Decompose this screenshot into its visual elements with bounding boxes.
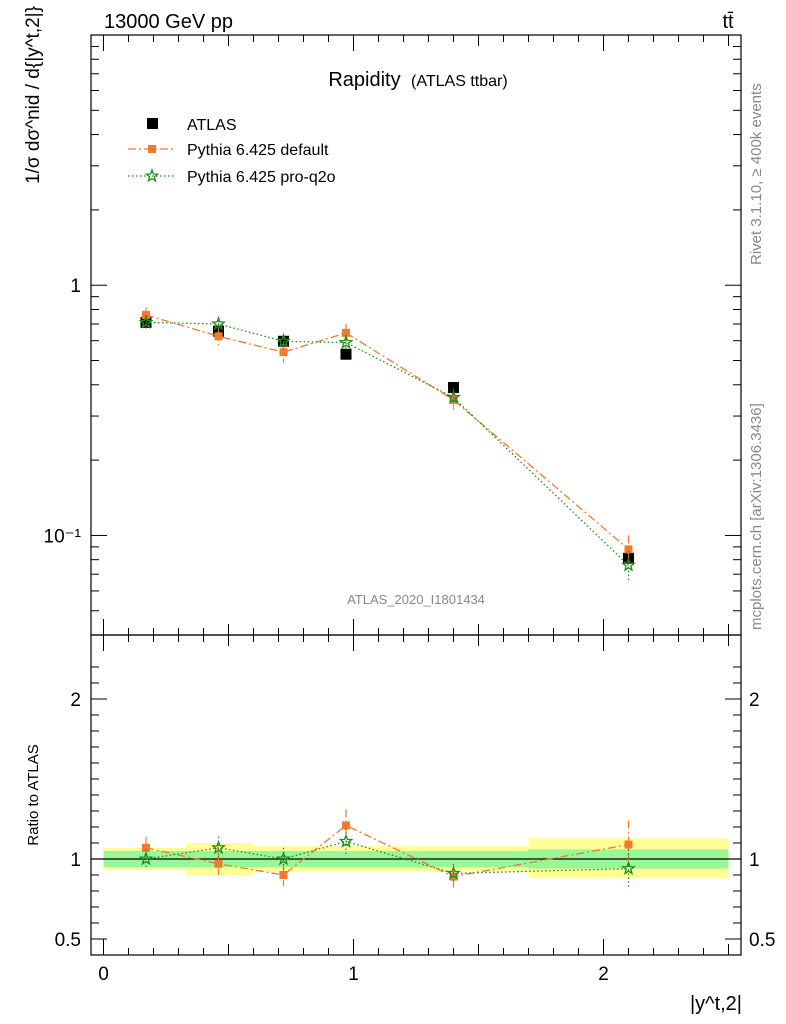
ratio-pythia-6-425-pro-q2o-point: [446, 865, 461, 880]
main-plot: 1 10⁻¹: [44, 34, 741, 636]
main-pythia-6-425-default-point: [214, 332, 223, 341]
ratio-y-tick-label: 1: [70, 850, 81, 871]
legend-default-marker: [148, 145, 156, 153]
ratio-pythia-6-425-default-point: [214, 859, 223, 868]
main-pythia-6-425-default-point: [624, 545, 633, 554]
main-pythia-6-425-pro-q2o-point: [211, 316, 226, 331]
x-tick-label: 1: [348, 964, 359, 985]
x-tick-label: 0: [98, 964, 109, 985]
legend-atlas-marker: [147, 118, 158, 129]
ratio-pythia-6-425-pro-q2o-point: [621, 860, 636, 876]
ratio-pythia-6-425-default-line: [145, 824, 629, 878]
main-y-tick-label: 10⁻¹: [44, 526, 82, 547]
ratio-pythia-6-425-pro-q2o-point: [211, 839, 226, 855]
ratio-pythia-6-425-default-point: [342, 821, 350, 830]
ratio-y-axis-label: Ratio to ATLAS: [25, 744, 42, 845]
ratio-pythia-6-425-default-point: [279, 871, 288, 879]
main-pythia-6-425-pro-q2o-point: [446, 389, 461, 404]
x-axis-label: |y^t,2|: [690, 993, 742, 1015]
rivet-version-label: Rivet 3.1.10, ≥ 400k events: [748, 83, 765, 265]
main-pythia-6-425-pro-q2o-line: [145, 321, 629, 566]
ratio-frame: [90, 634, 742, 956]
main-pythia-6-425-default-line: [145, 314, 629, 550]
beam-label: 13000 GeV pp: [104, 11, 233, 33]
ratio-y-tick-label: 2: [70, 690, 81, 711]
title-text: Rapidity: [328, 69, 400, 91]
analysis-watermark: ATLAS_2020_I1801434: [347, 592, 485, 607]
ratio-pythia-6-425-pro-q2o-point: [338, 833, 354, 848]
main-pythia-6-425-pro-q2o-point: [138, 314, 154, 329]
ratio-pythia-6-425-pro-q2o-point: [276, 851, 291, 866]
legend-proq2o-label: Pythia 6.425 pro-q2o: [187, 169, 336, 186]
main-title: Rapidity (ATLAS ttbar): [328, 69, 507, 91]
ratio-y-tick-label-right: 0.5: [749, 930, 775, 951]
ratio-plot: 0.5 0.5 1 1 2 2 0 1 2: [55, 635, 775, 985]
ratio-pythia-6-425-default-point: [142, 843, 150, 852]
legend-atlas-label: ATLAS: [187, 117, 237, 134]
main-atlas-point: [340, 348, 352, 360]
main-y-tick-label: 1: [70, 276, 81, 297]
main-atlas-point: [278, 335, 289, 347]
ratio-pythia-6-425-pro-q2o-point: [138, 851, 154, 866]
mcplots-reference-label: mcplots.cern.ch [arXiv:1306.3436]: [748, 403, 765, 630]
main-pythia-6-425-pro-q2o-point: [621, 557, 636, 572]
x-tick-label: 2: [598, 964, 609, 985]
legend: ATLAS Pythia 6.425 default Pythia 6.425 …: [128, 117, 336, 186]
main-pythia-6-425-pro-q2o-point: [276, 333, 291, 348]
ratio-pythia-6-425-pro-q2o-line: [145, 840, 629, 875]
ratio-pythia-6-425-default-point: [624, 840, 633, 849]
process-label: tt̄: [722, 11, 734, 33]
main-pythia-6-425-default-point: [342, 328, 350, 337]
ratio-y-tick-label: 0.5: [55, 930, 81, 951]
ratio-y-tick-label-right: 2: [749, 690, 760, 711]
main-y-axis-label: 1/σ dσ^nid / d{|y^t,2|}: [23, 6, 44, 184]
legend-proq2o-marker: [144, 168, 160, 183]
ratio-y-tick-label-right: 1: [749, 850, 760, 871]
main-pythia-6-425-default-point: [279, 348, 288, 357]
main-pythia-6-425-pro-q2o-point: [338, 334, 354, 349]
subtitle-text: (ATLAS ttbar): [411, 73, 508, 90]
legend-default-label: Pythia 6.425 default: [187, 142, 329, 159]
main-atlas-point: [448, 382, 459, 394]
